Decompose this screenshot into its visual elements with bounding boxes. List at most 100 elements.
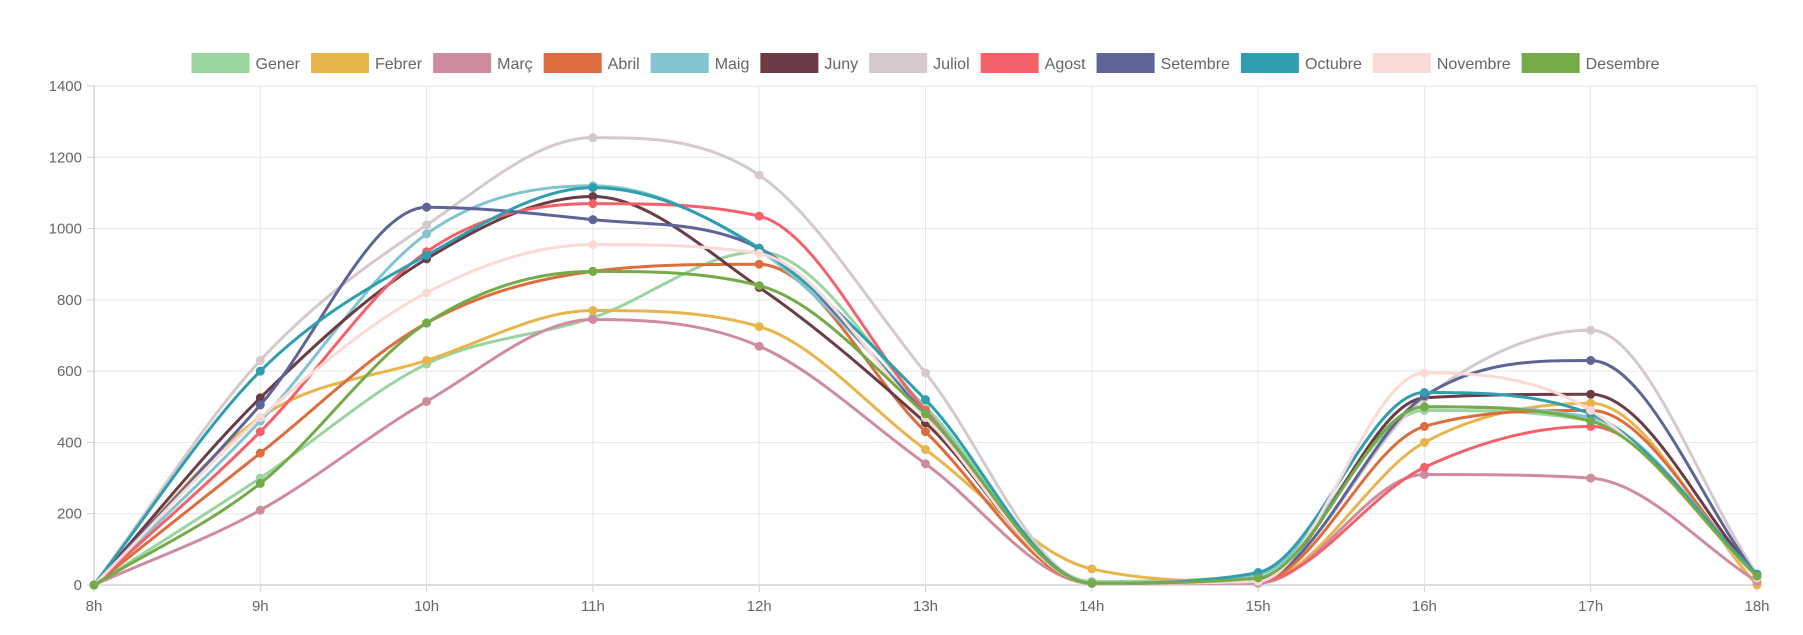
legend-item-agost: Agost [981, 53, 1086, 73]
data-point [256, 413, 264, 421]
legend-label: Febrer [375, 56, 423, 73]
data-point [256, 479, 264, 487]
legend-label: Març [497, 56, 533, 73]
data-point [755, 250, 763, 258]
data-point [1088, 565, 1096, 573]
data-point [1753, 572, 1761, 580]
data-point [423, 221, 431, 229]
data-point [1587, 390, 1595, 398]
data-point [423, 251, 431, 259]
legend-label: Desembre [1586, 56, 1660, 73]
data-point [755, 171, 763, 179]
legend-swatch [869, 53, 927, 73]
data-point [589, 307, 597, 315]
data-point [922, 396, 930, 404]
data-point [423, 356, 431, 364]
x-tick-label: 10h [414, 598, 439, 615]
data-point [256, 367, 264, 375]
legend-item-juny: Juny [760, 53, 858, 73]
data-point [1420, 403, 1428, 411]
legend: Gener Febrer Març Abril Maig Juny Juliol Agost S… [192, 53, 1660, 73]
legend-item-setembre: Setembre [1097, 53, 1230, 73]
legend-swatch [433, 53, 491, 73]
data-point [256, 401, 264, 409]
data-point [1587, 326, 1595, 334]
x-tick-label: 13h [913, 598, 938, 615]
data-point [423, 397, 431, 405]
legend-label: Abril [608, 56, 640, 73]
data-point [922, 460, 930, 468]
data-point [256, 428, 264, 436]
data-point [1420, 369, 1428, 377]
data-point [1587, 417, 1595, 425]
data-point [423, 319, 431, 327]
legend-item-juliol: Juliol [869, 53, 969, 73]
legend-swatch [760, 53, 818, 73]
legend-label: Gener [256, 56, 301, 73]
legend-label: Juliol [933, 56, 969, 73]
data-point [589, 216, 597, 224]
legend-item-abril: Abril [544, 53, 640, 73]
y-tick-label: 200 [57, 506, 82, 523]
y-tick-label: 400 [57, 434, 82, 451]
y-tick-label: 0 [74, 577, 82, 594]
data-point [922, 369, 930, 377]
data-point [1254, 574, 1262, 582]
data-point [755, 260, 763, 268]
data-point [423, 230, 431, 238]
x-tick-label: 14h [1079, 598, 1104, 615]
data-point [589, 184, 597, 192]
legend-swatch [1373, 53, 1431, 73]
x-tick-label: 9h [252, 598, 269, 615]
data-point [1420, 463, 1428, 471]
legend-swatch [192, 53, 250, 73]
x-tick-label: 17h [1578, 598, 1603, 615]
data-point [256, 506, 264, 514]
legend-label: Juny [824, 56, 858, 73]
data-point [922, 428, 930, 436]
legend-item-desembre: Desembre [1522, 53, 1660, 73]
legend-swatch [981, 53, 1039, 73]
y-tick-label: 600 [57, 363, 82, 380]
legend-item-febrer: Febrer [311, 53, 423, 73]
y-tick-label: 1400 [49, 78, 82, 95]
x-tick-label: 11h [581, 598, 605, 615]
legend-label: Novembre [1437, 56, 1511, 73]
data-point [1587, 356, 1595, 364]
data-point [755, 282, 763, 290]
legend-item-octubre: Octubre [1241, 53, 1362, 73]
data-point [922, 410, 930, 418]
data-point [589, 241, 597, 249]
data-point [90, 581, 98, 589]
data-point [755, 212, 763, 220]
x-tick-label: 15h [1246, 598, 1271, 615]
y-tick-label: 1000 [49, 221, 82, 238]
legend-swatch [651, 53, 709, 73]
data-point [1420, 389, 1428, 397]
data-point [1587, 406, 1595, 414]
x-tick-label: 12h [747, 598, 772, 615]
data-point [1420, 438, 1428, 446]
data-point [755, 342, 763, 350]
data-point [589, 315, 597, 323]
data-point [589, 134, 597, 142]
legend-label: Agost [1045, 56, 1086, 73]
data-point [1420, 422, 1428, 430]
legend-label: Maig [715, 56, 750, 73]
data-point [423, 289, 431, 297]
legend-item-maig: Maig [651, 53, 750, 73]
legend-label: Octubre [1305, 56, 1362, 73]
legend-swatch [1097, 53, 1155, 73]
data-point [256, 356, 264, 364]
x-tick-label: 18h [1744, 598, 1769, 615]
x-tick-label: 8h [86, 598, 103, 615]
legend-swatch [1522, 53, 1580, 73]
y-tick-label: 1200 [49, 149, 82, 166]
data-point [1587, 474, 1595, 482]
legend-swatch [1241, 53, 1299, 73]
y-tick-label: 800 [57, 292, 82, 309]
data-point [589, 200, 597, 208]
legend-swatch [311, 53, 369, 73]
